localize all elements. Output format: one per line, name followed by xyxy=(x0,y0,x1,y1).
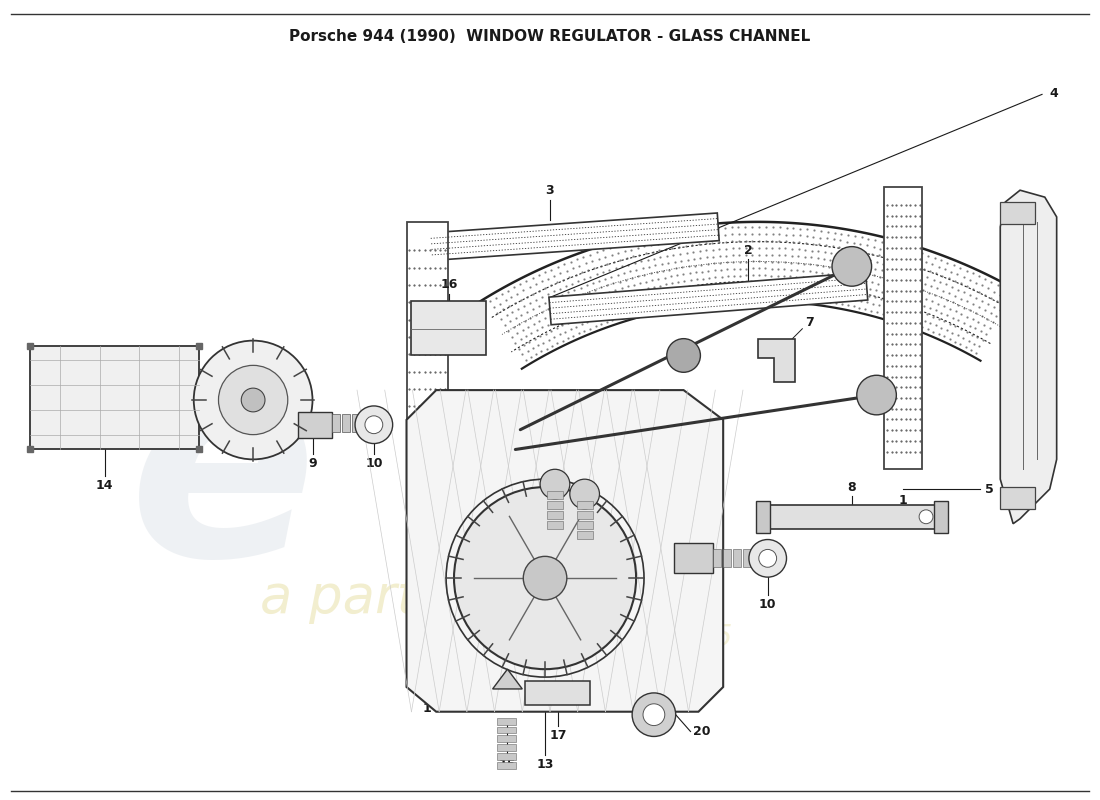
Text: 1: 1 xyxy=(422,702,431,715)
Circle shape xyxy=(241,388,265,412)
Circle shape xyxy=(355,406,393,443)
Circle shape xyxy=(632,693,675,737)
Text: 13: 13 xyxy=(537,758,553,771)
Bar xyxy=(526,681,590,705)
Bar xyxy=(496,744,516,751)
Text: 19: 19 xyxy=(573,425,591,438)
Bar xyxy=(496,754,516,760)
Bar xyxy=(1000,202,1035,224)
Text: 9: 9 xyxy=(308,458,317,470)
Polygon shape xyxy=(298,412,332,438)
Text: 15: 15 xyxy=(498,758,516,771)
Circle shape xyxy=(454,487,636,669)
Bar xyxy=(547,521,563,529)
Circle shape xyxy=(540,470,570,499)
Text: a parts: a parts xyxy=(260,572,444,624)
Bar xyxy=(496,726,516,734)
Circle shape xyxy=(219,366,288,434)
Text: 7: 7 xyxy=(805,316,814,329)
Text: 20: 20 xyxy=(693,725,711,738)
Bar xyxy=(884,187,922,470)
Bar xyxy=(576,530,593,538)
Circle shape xyxy=(667,338,701,372)
Bar xyxy=(332,414,340,432)
Bar xyxy=(742,550,751,567)
Text: 17: 17 xyxy=(549,729,566,742)
Circle shape xyxy=(920,510,933,524)
Bar xyxy=(31,346,199,450)
Circle shape xyxy=(749,539,786,577)
Polygon shape xyxy=(1000,190,1057,524)
Bar xyxy=(576,511,593,518)
Bar xyxy=(411,301,486,355)
Circle shape xyxy=(832,246,871,286)
Circle shape xyxy=(570,479,600,509)
Text: 3: 3 xyxy=(546,184,554,197)
Text: 10: 10 xyxy=(365,458,383,470)
Polygon shape xyxy=(549,272,868,325)
Bar xyxy=(547,491,563,499)
Text: 5: 5 xyxy=(986,482,994,495)
Bar xyxy=(342,414,350,432)
Circle shape xyxy=(644,704,664,726)
Bar xyxy=(352,414,360,432)
Text: 14: 14 xyxy=(96,479,113,492)
Bar xyxy=(407,222,448,677)
Text: 1: 1 xyxy=(899,494,907,507)
Circle shape xyxy=(194,341,312,459)
Text: 2: 2 xyxy=(744,243,752,257)
Bar xyxy=(547,511,563,518)
Circle shape xyxy=(365,416,383,434)
Bar xyxy=(496,718,516,725)
Text: 10: 10 xyxy=(759,598,777,611)
Polygon shape xyxy=(758,338,795,382)
Text: 18: 18 xyxy=(537,425,553,438)
Polygon shape xyxy=(407,390,723,712)
Circle shape xyxy=(524,556,567,600)
Circle shape xyxy=(759,550,777,567)
Bar xyxy=(362,414,370,432)
Bar xyxy=(756,501,770,533)
Text: Porsche 944 (1990)  WINDOW REGULATOR - GLASS CHANNEL: Porsche 944 (1990) WINDOW REGULATOR - GL… xyxy=(289,29,811,44)
Text: 16: 16 xyxy=(440,278,458,291)
Circle shape xyxy=(857,375,896,415)
Bar xyxy=(576,501,593,509)
Polygon shape xyxy=(430,213,719,261)
Text: 8: 8 xyxy=(847,481,856,494)
Bar xyxy=(547,501,563,509)
Text: 9: 9 xyxy=(690,598,697,611)
Text: e: e xyxy=(130,344,318,614)
Bar xyxy=(934,501,948,533)
Bar xyxy=(496,735,516,742)
Bar xyxy=(713,550,722,567)
Bar xyxy=(733,550,741,567)
Bar xyxy=(723,550,732,567)
Text: since 1985: since 1985 xyxy=(565,623,733,652)
Bar xyxy=(1000,487,1035,509)
Polygon shape xyxy=(493,669,522,689)
Bar xyxy=(762,505,940,529)
Bar xyxy=(496,762,516,769)
Polygon shape xyxy=(673,543,713,573)
Text: 4: 4 xyxy=(1049,86,1058,100)
Bar xyxy=(576,521,593,529)
